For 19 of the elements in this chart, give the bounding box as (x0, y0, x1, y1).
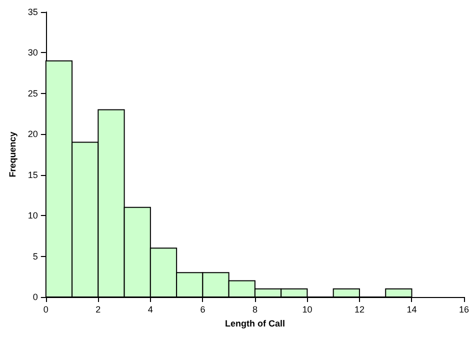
x-tick-label: 4 (148, 304, 153, 314)
y-tick-label: 30 (28, 48, 38, 58)
y-tick-label: 0 (32, 292, 38, 302)
y-tick-label: 20 (28, 129, 38, 140)
y-tick-label: 25 (28, 88, 38, 98)
x-tick-label: 8 (252, 304, 258, 314)
y-tick-label: 5 (32, 251, 38, 262)
y-tick-label: 35 (28, 7, 38, 17)
y-tick-label: 15 (28, 170, 38, 180)
x-tick-label: 14 (406, 304, 417, 314)
x-tick-label: 2 (96, 304, 101, 314)
x-tick-label: 6 (200, 304, 206, 314)
x-tick-label: 12 (354, 304, 364, 314)
y-tick-label: 10 (28, 210, 38, 221)
y-axis-title: Frequency (8, 132, 18, 178)
x-tick-label: 0 (43, 304, 48, 314)
x-tick-label: 16 (458, 304, 470, 314)
x-tick-label: 10 (302, 304, 312, 314)
x-axis-title: Length of Call (224, 318, 285, 328)
